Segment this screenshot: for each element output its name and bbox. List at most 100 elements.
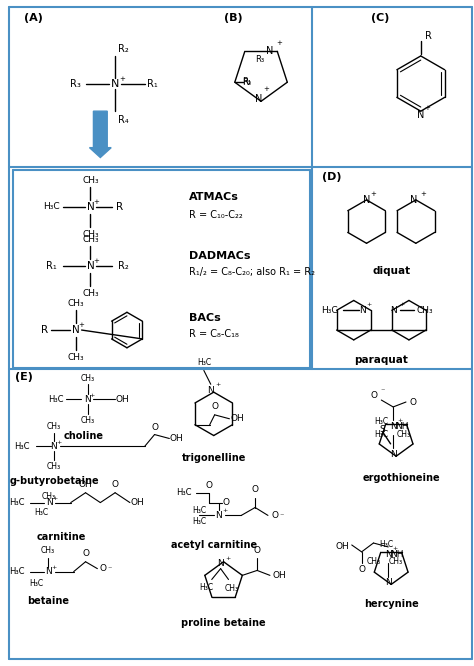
Text: H₃C: H₃C xyxy=(43,202,59,211)
Text: CH₃: CH₃ xyxy=(389,557,403,566)
Text: O: O xyxy=(371,391,378,400)
Text: +: + xyxy=(93,199,100,205)
Text: CH₃: CH₃ xyxy=(41,546,55,555)
Text: R: R xyxy=(425,31,432,41)
Text: OH: OH xyxy=(169,434,183,443)
Text: OH: OH xyxy=(335,542,349,551)
Text: CH₃: CH₃ xyxy=(224,584,238,593)
Text: R: R xyxy=(117,202,124,212)
Text: (B): (B) xyxy=(224,13,242,23)
Text: H₃C: H₃C xyxy=(9,498,24,507)
Text: (E): (E) xyxy=(15,372,32,382)
Text: NH: NH xyxy=(390,549,403,559)
Text: CH₃: CH₃ xyxy=(397,430,411,439)
Text: +: + xyxy=(93,258,100,264)
Text: ⁻: ⁻ xyxy=(107,564,111,573)
Text: O: O xyxy=(271,511,278,520)
Text: N: N xyxy=(87,202,94,212)
Text: CH₃: CH₃ xyxy=(416,306,433,315)
Text: proline betaine: proline betaine xyxy=(181,618,266,628)
Text: +: + xyxy=(420,191,426,197)
Text: +: + xyxy=(263,87,269,93)
Text: DADMACs: DADMACs xyxy=(189,251,251,261)
Text: CH₃: CH₃ xyxy=(82,176,99,184)
Text: N: N xyxy=(266,47,273,57)
Text: CH₃: CH₃ xyxy=(42,492,56,501)
Text: CH₃: CH₃ xyxy=(47,462,61,471)
Text: +: + xyxy=(51,565,56,570)
Text: H₃C: H₃C xyxy=(34,508,48,517)
Text: ATMACs: ATMACs xyxy=(189,192,239,202)
Text: H₃C: H₃C xyxy=(374,417,388,426)
Text: H₃C: H₃C xyxy=(176,488,192,498)
Text: +: + xyxy=(399,302,404,307)
Text: H₃C: H₃C xyxy=(192,517,206,526)
Text: diquat: diquat xyxy=(372,266,410,276)
Text: O: O xyxy=(358,565,365,574)
Text: +: + xyxy=(119,76,125,82)
Text: O: O xyxy=(211,402,218,412)
Text: N: N xyxy=(385,550,392,559)
Text: OH: OH xyxy=(273,571,287,580)
Text: +: + xyxy=(371,191,376,197)
Text: N: N xyxy=(84,394,91,404)
Text: paraquat: paraquat xyxy=(355,354,408,364)
Text: R₁: R₁ xyxy=(147,79,158,89)
Text: OH: OH xyxy=(131,498,145,507)
Text: H₃C: H₃C xyxy=(14,442,29,451)
Text: CH₃: CH₃ xyxy=(81,374,95,383)
Text: CH₃: CH₃ xyxy=(366,557,381,566)
Text: R₂: R₂ xyxy=(118,261,128,271)
Text: O: O xyxy=(252,486,259,494)
Text: H₃C: H₃C xyxy=(374,430,388,439)
Text: OH: OH xyxy=(115,394,129,404)
Text: betaine: betaine xyxy=(27,596,69,606)
Text: N: N xyxy=(72,325,80,335)
Text: N: N xyxy=(215,511,222,520)
Text: +: + xyxy=(425,105,430,111)
Text: H₃C: H₃C xyxy=(197,358,211,367)
Text: N: N xyxy=(363,195,370,205)
Text: (A): (A) xyxy=(25,13,43,23)
Text: +: + xyxy=(215,382,220,387)
Text: O: O xyxy=(254,546,261,555)
Text: N: N xyxy=(45,567,52,576)
Text: (D): (D) xyxy=(322,172,342,182)
Text: R₂: R₂ xyxy=(118,44,128,54)
Text: choline: choline xyxy=(64,430,104,440)
Text: CH₃: CH₃ xyxy=(67,353,84,362)
Text: N: N xyxy=(217,559,224,568)
Text: BACs: BACs xyxy=(189,313,221,323)
Text: ⁻: ⁻ xyxy=(380,387,384,396)
Text: H₃C: H₃C xyxy=(321,306,337,315)
Text: carnitine: carnitine xyxy=(36,532,86,542)
Text: N: N xyxy=(87,261,94,271)
Text: ergothioneine: ergothioneine xyxy=(362,473,440,483)
Text: N: N xyxy=(46,498,53,507)
Text: R₄: R₄ xyxy=(118,115,128,125)
Text: R₁: R₁ xyxy=(46,261,56,271)
Text: +: + xyxy=(56,440,62,445)
Text: H₃C: H₃C xyxy=(199,583,213,592)
Text: hercynine: hercynine xyxy=(364,599,419,609)
Text: +: + xyxy=(397,418,403,424)
Text: CH₃: CH₃ xyxy=(47,422,61,431)
Text: N: N xyxy=(51,442,57,451)
Text: N: N xyxy=(410,195,418,205)
Text: CH₃: CH₃ xyxy=(81,416,95,426)
Text: +: + xyxy=(392,546,398,551)
Text: O: O xyxy=(111,480,118,490)
Text: trigonelline: trigonelline xyxy=(182,454,246,464)
Text: O: O xyxy=(151,423,158,432)
Text: O: O xyxy=(222,498,229,507)
Text: CH₃: CH₃ xyxy=(82,235,99,244)
Text: OH: OH xyxy=(79,480,92,490)
Text: R₃: R₃ xyxy=(255,55,264,64)
Text: O: O xyxy=(82,549,89,558)
Text: acetyl carnitine: acetyl carnitine xyxy=(171,540,257,550)
Text: +: + xyxy=(90,393,95,398)
Text: N: N xyxy=(417,110,424,120)
Text: R₂: R₂ xyxy=(242,78,251,87)
Text: ⁻: ⁻ xyxy=(280,511,284,520)
Text: H₃C: H₃C xyxy=(379,541,393,549)
